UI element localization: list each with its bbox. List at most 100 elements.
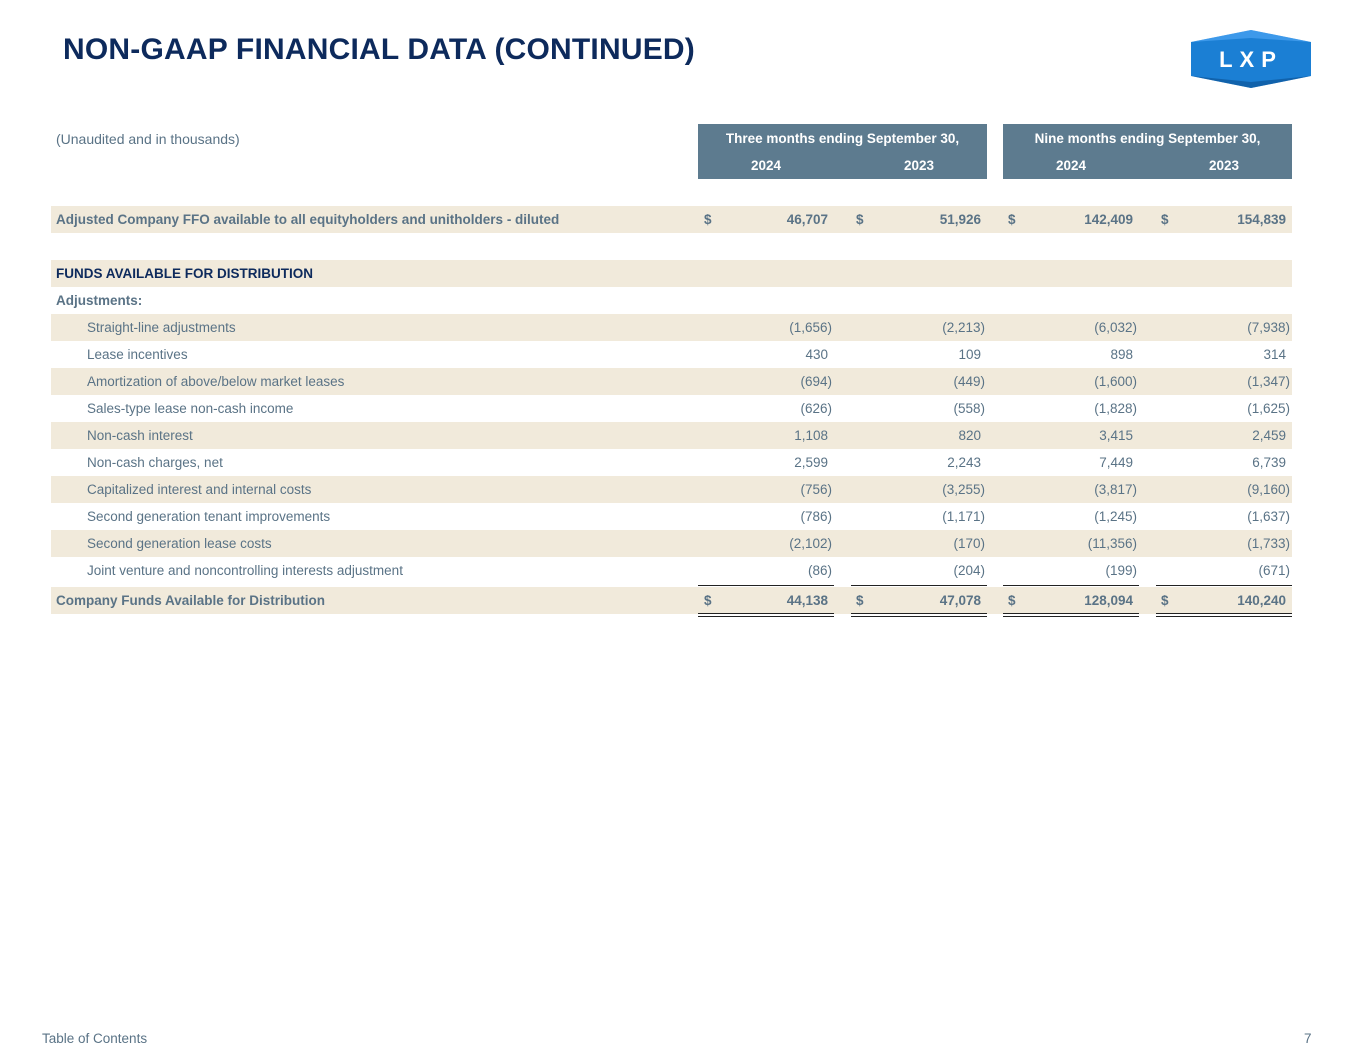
value-cell: (786) bbox=[800, 509, 832, 524]
value-cell: (6,032) bbox=[1094, 320, 1137, 335]
value-cell: 6,739 bbox=[1252, 455, 1286, 470]
adjustment-row: Amortization of above/below market lease… bbox=[51, 368, 1292, 395]
total-double-rule bbox=[1003, 613, 1139, 617]
value-cell: (170) bbox=[953, 536, 985, 551]
value-cell: 51,926 bbox=[939, 212, 981, 227]
row-label: Adjusted Company FFO available to all eq… bbox=[56, 212, 560, 227]
currency-symbol: $ bbox=[1161, 212, 1169, 227]
value-cell: 314 bbox=[1263, 347, 1286, 362]
value-cell: (2,102) bbox=[789, 536, 832, 551]
nine-months-label: Nine months ending September 30, bbox=[1034, 131, 1261, 146]
value-cell: (9,160) bbox=[1247, 482, 1290, 497]
row-label: Sales-type lease non-cash income bbox=[87, 401, 294, 416]
page-number: 7 bbox=[1304, 1031, 1312, 1046]
row-label: Second generation tenant improvements bbox=[87, 509, 331, 524]
nine-months-header: Nine months ending September 30, 2024 20… bbox=[1003, 124, 1292, 179]
value-cell: (1,828) bbox=[1094, 401, 1137, 416]
year-header: 2023 bbox=[903, 158, 935, 173]
adjustments-heading: Adjustments: bbox=[51, 287, 1292, 314]
units-note: (Unaudited and in thousands) bbox=[56, 131, 240, 147]
value-cell: (2,213) bbox=[942, 320, 985, 335]
value-cell: (694) bbox=[800, 374, 832, 389]
adjustment-row: Second generation tenant improvements (78… bbox=[51, 503, 1292, 530]
value-cell: 430 bbox=[805, 347, 828, 362]
row-label: Non-cash charges, net bbox=[87, 455, 223, 470]
adjustment-row: Joint venture and noncontrolling interes… bbox=[51, 557, 1292, 584]
subtotal-rule bbox=[851, 585, 987, 586]
value-cell: 140,240 bbox=[1237, 593, 1286, 608]
value-cell: 2,599 bbox=[794, 455, 828, 470]
value-cell: (558) bbox=[953, 401, 985, 416]
value-cell: 7,449 bbox=[1099, 455, 1133, 470]
total-fad-row: Company Funds Available for Distribution… bbox=[51, 587, 1292, 614]
subtotal-rule bbox=[1003, 585, 1139, 586]
value-cell: 1,108 bbox=[794, 428, 828, 443]
adjustment-row: Capitalized interest and internal costs (… bbox=[51, 476, 1292, 503]
value-cell: (3,817) bbox=[1094, 482, 1137, 497]
page-title: NON-GAAP FINANCIAL DATA (CONTINUED) bbox=[63, 33, 695, 66]
value-cell: (204) bbox=[953, 563, 985, 578]
adjustment-row: Non-cash interest 1,108 820 3,415 2,459 bbox=[51, 422, 1292, 449]
value-cell: (1,600) bbox=[1094, 374, 1137, 389]
row-label: Non-cash interest bbox=[87, 428, 193, 443]
value-cell: 128,094 bbox=[1084, 593, 1133, 608]
subtotal-rule bbox=[1156, 585, 1292, 586]
adjustment-row: Second generation lease costs (2,102) (170… bbox=[51, 530, 1292, 557]
currency-symbol: $ bbox=[856, 593, 864, 608]
value-cell: (86) bbox=[807, 563, 832, 578]
adjustment-row: Non-cash charges, net 2,599 2,243 7,449 6,73… bbox=[51, 449, 1292, 476]
row-label: Lease incentives bbox=[87, 347, 188, 362]
value-cell: 2,243 bbox=[947, 455, 981, 470]
row-label: Amortization of above/below market lease… bbox=[87, 374, 345, 389]
value-cell: (1,733) bbox=[1247, 536, 1290, 551]
value-cell: 46,707 bbox=[786, 212, 828, 227]
row-label: Second generation lease costs bbox=[87, 536, 272, 551]
year-header: 2023 bbox=[1208, 158, 1240, 173]
value-cell: (199) bbox=[1105, 563, 1137, 578]
value-cell: (3,255) bbox=[942, 482, 985, 497]
currency-symbol: $ bbox=[856, 212, 864, 227]
total-double-rule bbox=[1156, 613, 1292, 617]
currency-symbol: $ bbox=[704, 593, 712, 608]
subtotal-rule bbox=[698, 585, 834, 586]
year-header: 2024 bbox=[750, 158, 782, 173]
adjustment-row: Sales-type lease non-cash income (626) (55… bbox=[51, 395, 1292, 422]
value-cell: (626) bbox=[800, 401, 832, 416]
adjustments-label: Adjustments: bbox=[56, 293, 143, 308]
value-cell: 47,078 bbox=[939, 593, 981, 608]
currency-symbol: $ bbox=[1008, 593, 1016, 608]
adjustment-row: Lease incentives 430 109 898 314 bbox=[51, 341, 1292, 368]
year-header: 2024 bbox=[1055, 158, 1087, 173]
value-cell: (1,637) bbox=[1247, 509, 1290, 524]
section-title: FUNDS AVAILABLE FOR DISTRIBUTION bbox=[56, 266, 313, 281]
svg-text:LXP: LXP bbox=[1219, 47, 1283, 72]
row-label: Company Funds Available for Distribution bbox=[56, 593, 326, 608]
value-cell: (1,625) bbox=[1247, 401, 1290, 416]
fad-section-heading: FUNDS AVAILABLE FOR DISTRIBUTION bbox=[51, 260, 1292, 287]
row-label: Joint venture and noncontrolling interes… bbox=[87, 563, 403, 578]
value-cell: 154,839 bbox=[1237, 212, 1286, 227]
value-cell: (7,938) bbox=[1247, 320, 1290, 335]
lxp-logo: LXP bbox=[1188, 28, 1314, 90]
value-cell: (756) bbox=[800, 482, 832, 497]
three-months-header: Three months ending September 30, 2024 2… bbox=[698, 124, 987, 179]
currency-symbol: $ bbox=[1008, 212, 1016, 227]
adjusted-ffo-row: Adjusted Company FFO available to all eq… bbox=[51, 206, 1292, 233]
row-label: Straight-line adjustments bbox=[87, 320, 236, 335]
three-months-label: Three months ending September 30, bbox=[725, 131, 960, 146]
value-cell: 820 bbox=[958, 428, 981, 443]
row-label: Capitalized interest and internal costs bbox=[87, 482, 312, 497]
value-cell: (11,356) bbox=[1087, 536, 1137, 551]
total-double-rule bbox=[698, 613, 834, 617]
value-cell: 2,459 bbox=[1252, 428, 1286, 443]
value-cell: 44,138 bbox=[786, 593, 828, 608]
value-cell: 3,415 bbox=[1099, 428, 1133, 443]
value-cell: 142,409 bbox=[1084, 212, 1133, 227]
value-cell: (449) bbox=[953, 374, 985, 389]
total-double-rule bbox=[851, 613, 987, 617]
table-of-contents-link[interactable]: Table of Contents bbox=[42, 1031, 148, 1046]
value-cell: (1,347) bbox=[1247, 374, 1290, 389]
adjustment-row: Straight-line adjustments (1,656) (2,213) (… bbox=[51, 314, 1292, 341]
value-cell: 898 bbox=[1110, 347, 1133, 362]
value-cell: (671) bbox=[1258, 563, 1290, 578]
